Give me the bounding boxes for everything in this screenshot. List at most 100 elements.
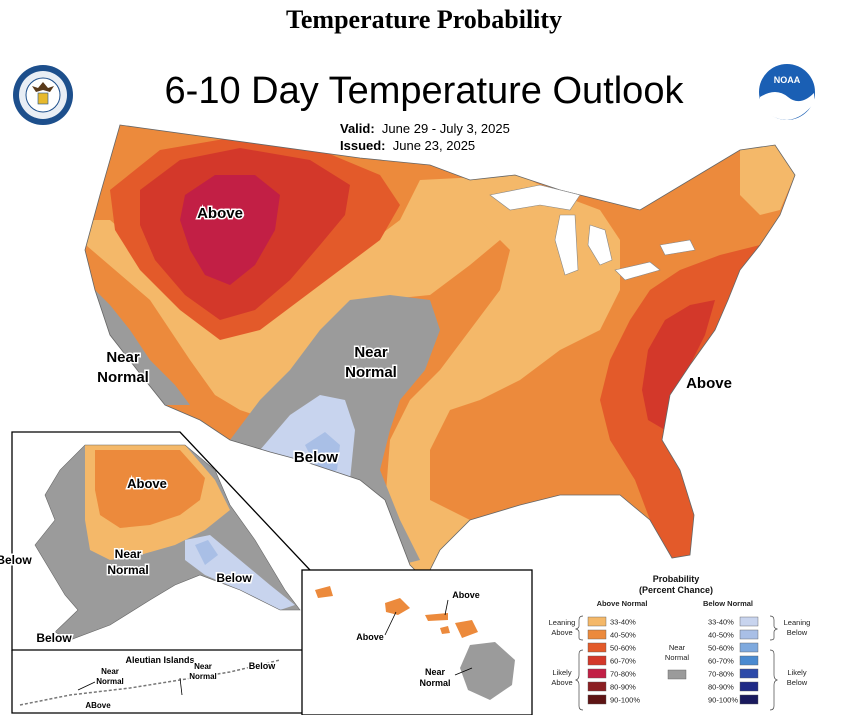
legend-above-range-label: 60-70% [610, 657, 636, 666]
legend-below-range-label: 40-50% [708, 631, 734, 640]
legend-above-swatch [587, 642, 607, 653]
legend-brace-leaning-above [574, 615, 584, 641]
label-above-west: Above [197, 205, 243, 222]
svg-text:NOAA: NOAA [774, 75, 801, 85]
label-alaska-below-w: Below [0, 553, 32, 567]
hawaii-lanai [440, 626, 450, 634]
legend-below-swatch [739, 655, 759, 666]
legend-above-range-label: 70-80% [610, 670, 636, 679]
zone-below-40-50-southwest [305, 432, 340, 475]
legend-below-swatches: 33-40% 40-50% 50-60% 60-70% 70-80% 80-90% 90-1… [708, 616, 759, 705]
noaa-logo: NOAA [759, 64, 815, 120]
valid-dates: June 29 - July 3, 2025 [381, 121, 510, 136]
alaska-outline [34, 444, 301, 641]
hawaii-leader-3 [454, 667, 473, 676]
hawaii-big-island [460, 642, 515, 700]
legend-below-range-label: 60-70% [708, 657, 734, 666]
aleutian-islands-chain [19, 659, 281, 706]
label-alaska-above: Above [127, 476, 167, 491]
legend-likely-above-1: Likely [552, 668, 571, 677]
legend-near-2: Normal [665, 653, 690, 662]
label-aleutian-near1-1: Near [101, 667, 119, 676]
legend-above-range-label: 80-90% [610, 683, 636, 692]
label-hawaii-above-2: Above [452, 590, 480, 600]
issued-label: Issued: [340, 138, 386, 153]
legend-near-1: Near [669, 643, 686, 652]
label-aleutian-near1-2: Normal [96, 677, 124, 686]
legend-below-header: Below Normal [703, 599, 753, 608]
legend-brace-leaning-below [769, 615, 779, 641]
legend-title-2: (Percent Chance) [639, 585, 713, 595]
legend-leaning-above-2: Above [551, 628, 572, 637]
legend-below-range-label: 70-80% [708, 670, 734, 679]
hawaii-kauai [315, 586, 333, 598]
issued-date: June 23, 2025 [392, 138, 476, 153]
legend-leaning-below-2: Below [787, 628, 808, 637]
valid-issued-info: Valid: June 29 - July 3, 2025 Issued: Ju… [340, 120, 510, 154]
doc-seal-logo [13, 65, 73, 125]
legend-below-swatch [739, 681, 759, 692]
legend-likely-below-1: Likely [787, 668, 806, 677]
label-hawaii-near-2: Normal [419, 678, 450, 688]
label-aleutian-near2-2: Normal [189, 672, 217, 681]
aleutian-leader-2 [179, 677, 183, 696]
label-alaska-near-2: Normal [107, 563, 148, 577]
legend-below-range-label: 90-100% [708, 696, 738, 705]
legend-leaning-below-1: Leaning [784, 618, 811, 627]
label-aleutian-near2-1: Near [194, 662, 212, 671]
legend-above-range-label: 50-60% [610, 644, 636, 653]
legend-above-header: Above Normal [597, 599, 648, 608]
legend-title-1: Probability [653, 574, 700, 584]
hawaii-leader-2 [444, 599, 449, 616]
hawaii-maui [455, 620, 478, 638]
label-alaska-near-1: Near [115, 547, 142, 561]
label-above-east: Above [686, 375, 732, 392]
legend-below-swatch [739, 668, 759, 679]
label-near-normal-west-1: Near [106, 349, 140, 366]
legend-above-swatch [587, 655, 607, 666]
great-lakes [489, 184, 696, 281]
label-near-normal-central-2: Normal [345, 364, 397, 381]
legend-above-swatch [587, 668, 607, 679]
label-alaska-below-sw: Below [36, 631, 72, 645]
legend-above-swatch [587, 681, 607, 692]
conus-outline [84, 124, 796, 581]
hawaii-leader-1 [384, 611, 397, 636]
legend-likely-below-2: Below [787, 678, 808, 687]
label-alaska-below-se: Below [216, 571, 252, 585]
page-title: Temperature Probability [285, 5, 563, 34]
label-hawaii-above-1: Above [356, 632, 384, 642]
legend-above-swatch [587, 694, 607, 705]
label-hawaii-near-1: Near [425, 667, 446, 677]
legend-below-swatch [739, 642, 759, 653]
hawaii-inset [301, 569, 533, 715]
label-near-normal-central-1: Near [354, 344, 388, 361]
label-near-normal-west-2: Normal [97, 369, 149, 386]
legend-above-range-label: 33-40% [610, 618, 636, 627]
conus-map [85, 125, 795, 580]
zone-near-normal-west [95, 290, 190, 405]
legend-below-swatch [739, 629, 759, 640]
legend-above-range-label: 90-100% [610, 696, 640, 705]
alaska-above-40-50 [95, 450, 205, 528]
legend-above-swatch [587, 616, 607, 627]
label-aleutian-below: Below [249, 661, 277, 671]
legend-above-swatch [587, 629, 607, 640]
map-title: 6-10 Day Temperature Outlook [164, 70, 684, 112]
hawaii-molokai [425, 613, 448, 621]
zone-lean-above-central [385, 175, 620, 580]
valid-label: Valid: [340, 121, 375, 136]
zone-above-70-80-west [180, 175, 280, 285]
legend-brace-likely-above [574, 649, 584, 711]
zone-above-50-60-east [600, 245, 760, 558]
legend-likely-above-2: Above [551, 678, 572, 687]
legend-near-swatch [667, 669, 687, 680]
label-aleutian-above: ABove [85, 701, 111, 710]
alaska-below-40-50 [195, 540, 218, 565]
aleutian-leader-1 [77, 681, 96, 691]
legend-below-swatch [739, 694, 759, 705]
zone-above-60-70-east [642, 300, 715, 430]
zone-lean-above-northeast [740, 145, 795, 215]
legend-brace-likely-below [769, 649, 779, 711]
legend: Probability (Percent Chance) Above Norma… [549, 574, 811, 711]
